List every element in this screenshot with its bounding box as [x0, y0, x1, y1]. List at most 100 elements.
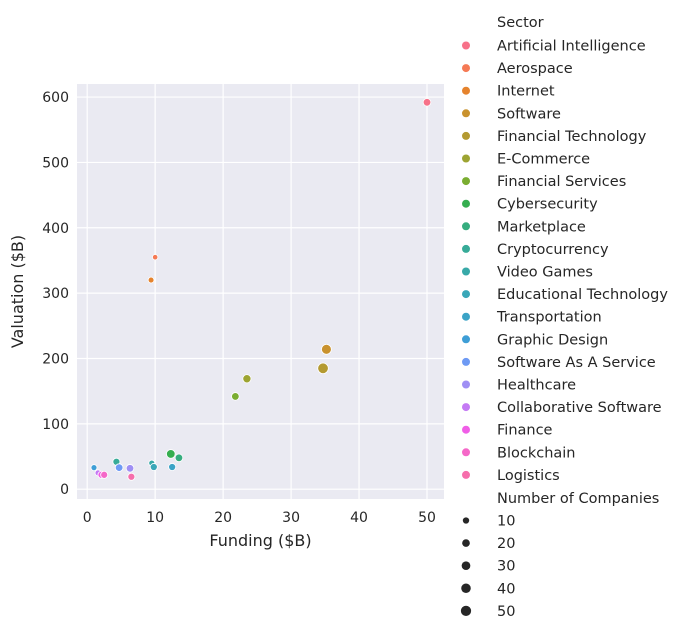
data-point — [147, 276, 155, 284]
legend-marker — [462, 290, 470, 299]
legend-size-label: 10 — [497, 514, 515, 530]
legend-item: Graphic Design — [462, 332, 608, 348]
legend-size-item: 50 — [460, 604, 515, 620]
y-tick-label: 600 — [42, 90, 69, 106]
legend-label: Healthcare — [497, 378, 576, 394]
legend-marker — [462, 425, 470, 434]
data-point — [127, 472, 136, 481]
x-tick-label: 10 — [146, 510, 164, 526]
legend-label: Software As A Service — [497, 355, 656, 371]
legend-item: Aerospace — [462, 61, 573, 77]
data-point — [231, 392, 240, 401]
legend-size-item: 30 — [461, 559, 515, 575]
legend-marker — [462, 41, 470, 50]
data-point — [174, 453, 184, 463]
data-point — [125, 464, 135, 473]
legend-marker — [462, 267, 470, 276]
legend-marker — [462, 335, 470, 344]
legend-label: Video Games — [497, 265, 593, 281]
legend-item: Educational Technology — [462, 287, 668, 303]
legend-marker — [462, 357, 470, 366]
legend: Sector Artificial Intelligence Aerospace I… — [460, 15, 668, 620]
data-point — [100, 470, 109, 479]
y-tick-label: 200 — [42, 351, 69, 367]
legend-size-marker — [462, 517, 470, 524]
legend-hue-items: Artificial Intelligence Aerospace Internet… — [462, 39, 668, 484]
data-point — [166, 449, 176, 459]
legend-marker — [462, 131, 470, 140]
legend-size-items: 10 20 30 40 50 — [460, 514, 515, 620]
y-tick-label: 500 — [42, 155, 69, 171]
data-point — [242, 374, 252, 384]
y-tick-label: 400 — [42, 221, 69, 237]
x-tick-label: 30 — [282, 510, 300, 526]
data-points — [90, 98, 432, 481]
legend-marker — [462, 312, 470, 321]
legend-size-marker — [461, 561, 471, 571]
x-axis-ticks: 0 10 20 30 40 50 — [83, 510, 436, 526]
legend-size-marker — [462, 539, 470, 547]
legend-marker — [462, 403, 470, 412]
legend-size-label: 30 — [497, 559, 515, 575]
legend-marker — [462, 86, 470, 95]
legend-size-marker — [460, 605, 472, 617]
x-tick-label: 0 — [83, 510, 92, 526]
legend-label: Software — [497, 106, 561, 122]
legend-label: Cryptocurrency — [497, 242, 609, 258]
data-point — [149, 463, 158, 471]
legend-marker — [462, 177, 470, 186]
legend-label: E-Commerce — [497, 152, 590, 168]
data-point — [321, 343, 332, 355]
x-tick-label: 40 — [350, 510, 368, 526]
legend-label: Transportation — [496, 310, 602, 326]
legend-marker — [462, 448, 470, 457]
x-tick-label: 50 — [418, 510, 436, 526]
legend-item: Cybersecurity — [462, 197, 598, 213]
legend-label: Marketplace — [497, 219, 586, 235]
legend-size-item: 10 — [462, 514, 515, 530]
legend-label: Finance — [497, 423, 553, 439]
y-axis-label: Valuation ($B) — [8, 235, 27, 348]
legend-marker — [462, 380, 470, 389]
legend-label: Collaborative Software — [497, 400, 662, 416]
legend-item: Artificial Intelligence — [462, 39, 646, 55]
legend-hue-title: Sector — [497, 15, 544, 31]
legend-item: Cryptocurrency — [462, 242, 609, 258]
legend-item: Marketplace — [462, 219, 586, 235]
data-point — [422, 98, 432, 107]
x-tick-label: 20 — [214, 510, 232, 526]
legend-size-title: Number of Companies — [497, 491, 659, 507]
legend-item: Finance — [462, 423, 553, 439]
legend-item: Internet — [462, 84, 555, 100]
y-axis-ticks: 0 100 200 300 400 500 600 — [42, 90, 69, 498]
legend-label: Internet — [497, 84, 555, 100]
legend-item: E-Commerce — [462, 152, 590, 168]
legend-label: Artificial Intelligence — [497, 39, 646, 55]
legend-size-item: 40 — [461, 581, 515, 597]
legend-item: Collaborative Software — [462, 400, 662, 416]
data-point — [168, 463, 177, 471]
legend-label: Blockchain — [497, 445, 575, 461]
y-tick-label: 300 — [42, 286, 69, 302]
data-point — [317, 362, 329, 374]
legend-marker — [462, 222, 470, 231]
legend-item: Software As A Service — [462, 355, 656, 371]
legend-marker — [462, 199, 470, 208]
legend-label: Financial Technology — [497, 129, 647, 145]
data-point — [90, 464, 98, 472]
legend-size-label: 50 — [497, 604, 515, 620]
legend-label: Cybersecurity — [497, 197, 598, 213]
y-tick-label: 0 — [60, 482, 69, 498]
data-point — [114, 463, 124, 472]
plot-area — [77, 84, 444, 499]
plot-background — [77, 84, 444, 499]
legend-size-item: 20 — [462, 536, 515, 552]
legend-size-label: 40 — [497, 581, 515, 597]
legend-label: Educational Technology — [497, 287, 668, 303]
legend-marker — [462, 470, 470, 479]
legend-item: Blockchain — [462, 445, 575, 461]
data-point — [152, 254, 159, 261]
legend-marker — [462, 109, 470, 118]
legend-item: Healthcare — [462, 378, 576, 394]
